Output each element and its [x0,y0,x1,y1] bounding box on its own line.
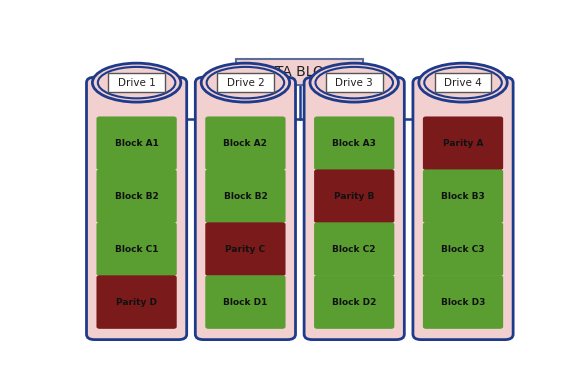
Text: Block D3: Block D3 [441,298,485,307]
FancyBboxPatch shape [423,223,503,276]
Ellipse shape [310,63,398,102]
Text: Parity B: Parity B [334,192,374,201]
Text: Block B3: Block B3 [441,192,485,201]
Text: DATA BLOCK: DATA BLOCK [256,65,343,79]
FancyBboxPatch shape [217,74,274,92]
Text: Block A1: Block A1 [115,139,159,148]
Ellipse shape [201,63,290,102]
FancyBboxPatch shape [314,223,394,276]
FancyBboxPatch shape [97,116,177,170]
Text: Block C1: Block C1 [115,245,159,254]
FancyBboxPatch shape [314,116,394,170]
FancyBboxPatch shape [87,77,187,340]
FancyBboxPatch shape [423,170,503,223]
FancyBboxPatch shape [413,77,513,340]
Text: Block D1: Block D1 [223,298,267,307]
FancyBboxPatch shape [423,116,503,170]
FancyBboxPatch shape [108,74,165,92]
FancyBboxPatch shape [205,275,285,329]
Text: Block B2: Block B2 [115,192,159,201]
FancyBboxPatch shape [326,74,383,92]
FancyBboxPatch shape [205,170,285,223]
FancyBboxPatch shape [423,275,503,329]
Text: Drive 4: Drive 4 [444,78,482,88]
Text: Parity A: Parity A [443,139,483,148]
Text: Block A3: Block A3 [332,139,376,148]
Text: Drive 1: Drive 1 [118,78,156,88]
FancyBboxPatch shape [435,74,491,92]
Text: Drive 3: Drive 3 [335,78,373,88]
FancyBboxPatch shape [97,170,177,223]
FancyBboxPatch shape [236,60,363,85]
FancyBboxPatch shape [314,275,394,329]
FancyBboxPatch shape [205,223,285,276]
FancyBboxPatch shape [97,223,177,276]
Text: Block A2: Block A2 [223,139,267,148]
FancyBboxPatch shape [205,116,285,170]
Ellipse shape [92,63,181,102]
Text: Block D2: Block D2 [332,298,376,307]
Ellipse shape [419,63,507,102]
FancyBboxPatch shape [314,170,394,223]
Text: Parity C: Parity C [225,245,266,254]
Text: Block B2: Block B2 [223,192,267,201]
Text: Parity D: Parity D [116,298,157,307]
Text: Drive 2: Drive 2 [226,78,264,88]
FancyBboxPatch shape [97,275,177,329]
FancyBboxPatch shape [304,77,404,340]
Text: Block C3: Block C3 [441,245,485,254]
FancyBboxPatch shape [195,77,295,340]
Text: Block C2: Block C2 [332,245,376,254]
